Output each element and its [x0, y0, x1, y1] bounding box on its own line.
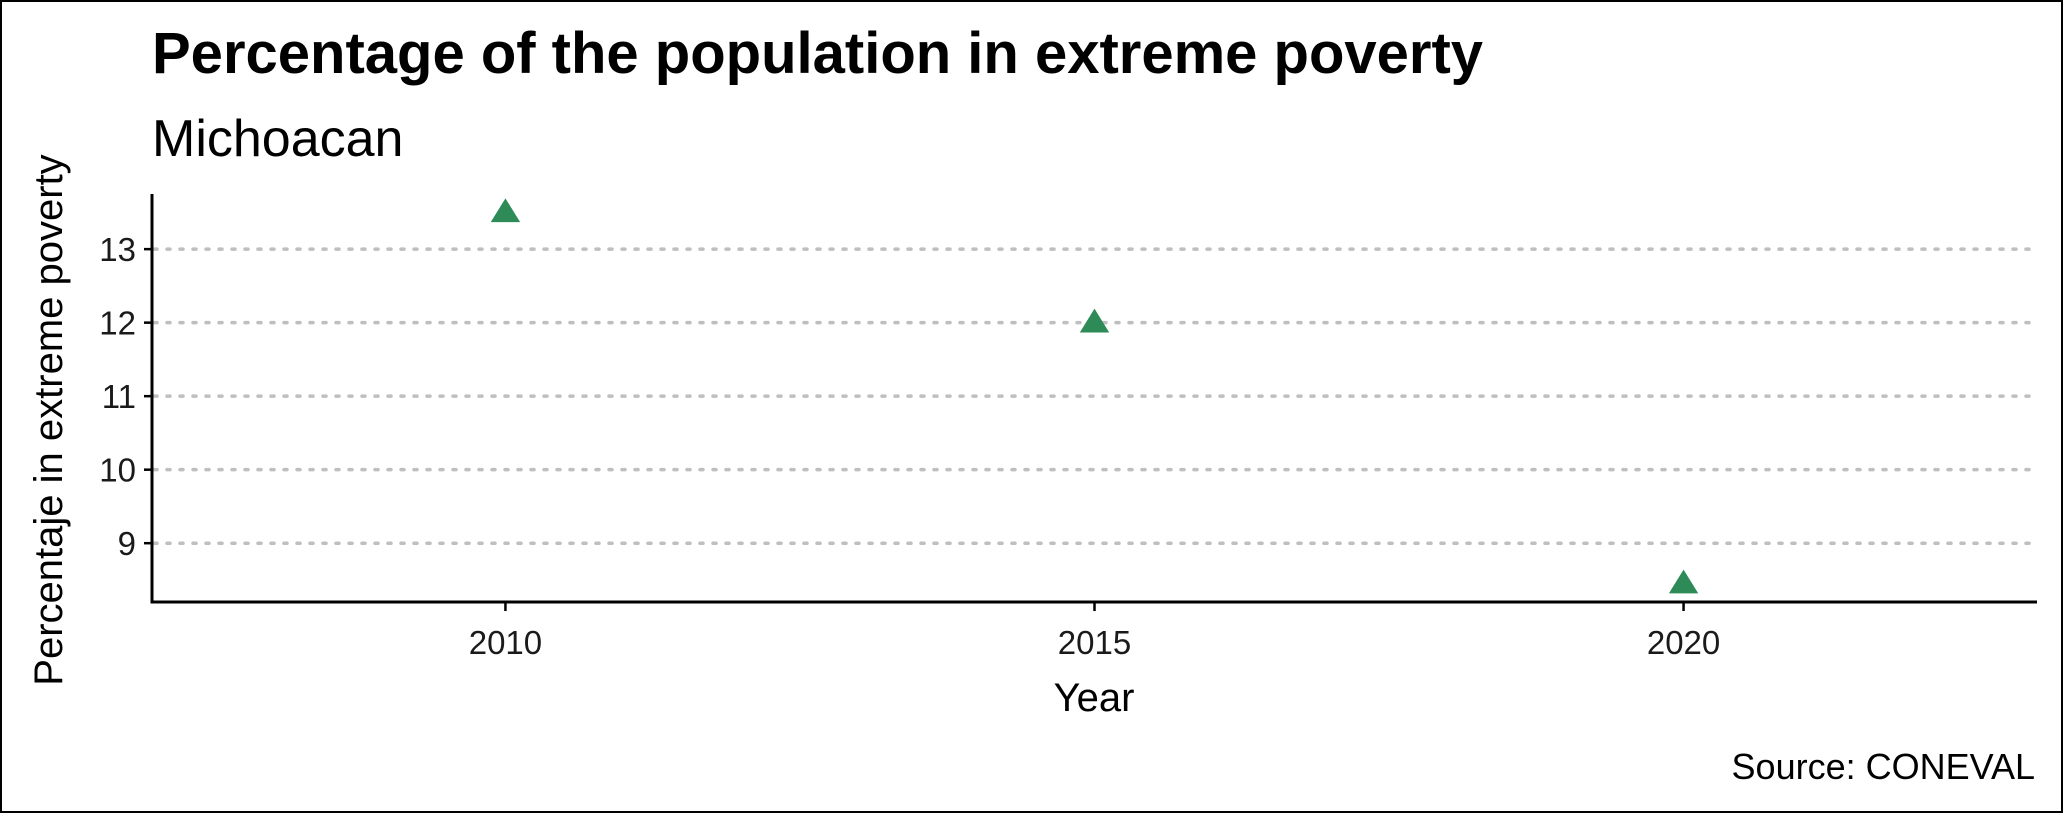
data-points	[490, 198, 1699, 594]
source-caption: Source: CONEVAL	[1732, 746, 2035, 787]
grid-layer	[152, 247, 2039, 545]
data-point-2010	[490, 198, 521, 223]
chart-title: Percentage of the population in extreme …	[152, 21, 1483, 86]
y-tick-labels: 9 10 11 12 13	[99, 231, 136, 562]
y-tick-label-12: 12	[99, 305, 136, 342]
x-tick-label-2015: 2015	[1058, 624, 1131, 661]
x-tick-label-2020: 2020	[1647, 624, 1720, 661]
x-axis-title: Year	[1054, 676, 1135, 720]
y-tick-label-9: 9	[118, 525, 136, 562]
y-axis-title: Percentaje in extreme poverty	[27, 154, 71, 685]
axis-layer	[144, 194, 2037, 611]
y-tick-label-13: 13	[99, 231, 136, 268]
y-tick-label-10: 10	[99, 452, 136, 489]
chart-subtitle: Michoacan	[152, 110, 403, 168]
data-point-2020	[1668, 569, 1699, 594]
data-point-2015	[1079, 308, 1110, 333]
y-tick-label-11: 11	[102, 378, 136, 415]
x-tick-label-2010: 2010	[469, 624, 542, 661]
x-tick-labels: 2010 2015 2020	[469, 624, 1721, 661]
